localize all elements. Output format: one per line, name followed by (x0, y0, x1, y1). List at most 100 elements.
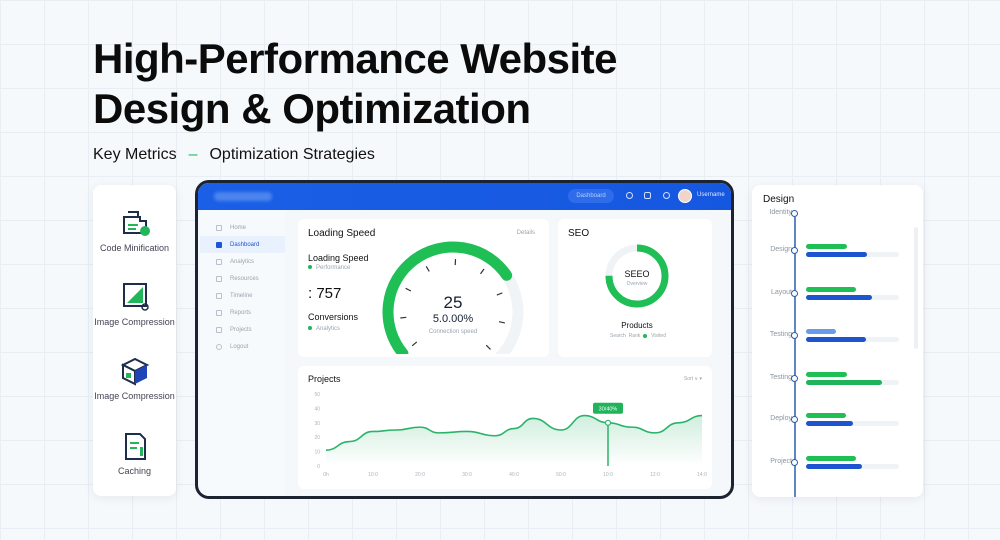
metric-label: Loading Speed (308, 253, 369, 263)
row-label: Testing (769, 374, 792, 381)
progress-bar-green (806, 413, 846, 418)
cube-box-icon (120, 357, 149, 386)
design-panel: Design Identity Design Layout Testing Testin… (752, 185, 923, 497)
sidebar-item-home[interactable]: Home (200, 219, 285, 236)
feature-code-minification[interactable]: Code Minification (93, 207, 176, 253)
sidebar-item-reports[interactable]: Reports (200, 304, 285, 321)
gauge-percent: 5.0.00% (432, 313, 474, 325)
timeline-row[interactable]: Identity (752, 200, 923, 226)
subtitle-right: Optimization Strategies (209, 146, 375, 163)
globe-icon[interactable] (626, 192, 633, 199)
sidebar-label: Logout (230, 343, 249, 350)
loading-speed-card: Loading Speed Details Loading Speed Perf… (298, 219, 549, 357)
sidebar-item-logout[interactable]: Logout (200, 338, 285, 355)
metric-value: : 757 (308, 285, 342, 302)
gauge-tick (425, 265, 430, 272)
title-line-2: Design & Optimization (93, 85, 531, 132)
sidebar-item-dashboard[interactable]: Dashboard (200, 236, 285, 253)
progress-bar-blue (806, 464, 862, 469)
timeline-row[interactable]: Deploy (752, 406, 923, 432)
message-icon[interactable] (644, 192, 651, 199)
seo-legend: Search Rank Visited (598, 333, 678, 339)
x-tick-label: 20:0 (415, 472, 425, 478)
annotation-label: 30/40% (599, 406, 618, 412)
sidebar-label: Analytics (230, 258, 255, 265)
y-tick-label: 40 (314, 406, 320, 412)
feature-image-compression[interactable]: Image Compression (93, 281, 176, 327)
progress-bar-green (806, 329, 836, 334)
annotation-point[interactable] (604, 419, 612, 426)
progress-bar-green (806, 287, 857, 292)
chart-area (326, 415, 702, 466)
gauge-caption: Connection speed (428, 329, 478, 335)
progress-bar-green (806, 372, 847, 377)
metric-sub-text: Performance (316, 265, 351, 271)
progress-bar-green (806, 244, 847, 249)
feature-label: Caching (117, 466, 152, 476)
timeline-node (791, 375, 798, 382)
legend-item: Search (609, 333, 626, 339)
report-icon (216, 309, 222, 316)
x-tick-label: 14:0 (697, 472, 707, 478)
timeline-row[interactable]: Layout (752, 280, 923, 306)
panel-title: Design (763, 194, 795, 205)
document-cache-icon (124, 433, 146, 460)
feature-label: Image Compression (94, 391, 175, 401)
seo-ring (605, 244, 669, 308)
user-name[interactable]: Username (697, 192, 725, 198)
sidebar-label: Resources (230, 275, 259, 282)
top-bar: Dashboard Username (198, 183, 731, 210)
progress-bar-blue (806, 252, 868, 257)
gauge-tick (479, 268, 485, 275)
gauge-tick (405, 287, 412, 292)
row-label: Design (770, 246, 792, 253)
timeline-row[interactable]: Project (752, 449, 923, 475)
logout-icon (216, 343, 222, 350)
sort-dropdown[interactable]: Sort ∨ ▾ (683, 376, 702, 382)
code-file-icon (122, 211, 150, 236)
x-tick-label: 30:0 (462, 472, 472, 478)
sidebar-label: Timeline (230, 292, 253, 299)
timeline-line (794, 217, 796, 497)
timeline-row[interactable]: Testing (752, 322, 923, 348)
row-label: Project (770, 458, 792, 465)
timeline-row[interactable]: Design (752, 237, 923, 263)
gauge-tick (496, 292, 503, 296)
subtitle-left: Key Metrics (93, 146, 177, 163)
feature-caching[interactable]: Caching (93, 430, 176, 476)
avatar[interactable] (678, 189, 692, 203)
scrollbar[interactable] (914, 227, 918, 349)
gauge-tick (411, 341, 418, 347)
gauge-fill (382, 241, 513, 354)
card-title: Loading Speed (308, 228, 376, 239)
sidebar-item-timeline[interactable]: Timeline (200, 287, 285, 304)
gauge-value: 25 (443, 293, 463, 312)
subtitle: Key Metrics – Optimization Strategies (93, 146, 375, 164)
chart-icon (216, 258, 222, 265)
x-tick-label: 10:0 (603, 472, 613, 478)
sidebar-item-resources[interactable]: Resources (200, 270, 285, 287)
y-tick-label: 30 (314, 421, 320, 427)
progress-bar-blue (806, 380, 883, 385)
search-button[interactable]: Dashboard (568, 189, 614, 203)
feature-image-compression-2[interactable]: Image Compression (93, 355, 176, 401)
timeline-node (791, 290, 798, 297)
details-button[interactable]: Details (516, 230, 535, 236)
image-frame-icon (122, 283, 149, 311)
row-label: Testing (769, 331, 792, 338)
timeline-row[interactable]: Testing (752, 365, 923, 391)
sidebar-item-projects[interactable]: Projects (200, 321, 285, 338)
bell-icon[interactable] (663, 192, 670, 199)
sidebar-label: Projects (230, 326, 252, 333)
gauge-tick (400, 316, 407, 319)
projects-chart-card: Projects Sort ∨ ▾ 0 10 20 30 40 50 0h 10:0 20:0 3… (298, 366, 712, 489)
title-line-1: High-Performance Website (93, 35, 618, 82)
y-tick-label: 10 (314, 450, 320, 456)
dashboard-icon (216, 241, 222, 248)
x-tick-label: 0h (323, 472, 329, 478)
sidebar-item-analytics[interactable]: Analytics (200, 253, 285, 270)
progress-bar-green (806, 456, 857, 461)
sidebar-label: Home (230, 224, 247, 231)
x-tick-label: 10:0 (368, 472, 378, 478)
timeline-node (791, 332, 798, 339)
